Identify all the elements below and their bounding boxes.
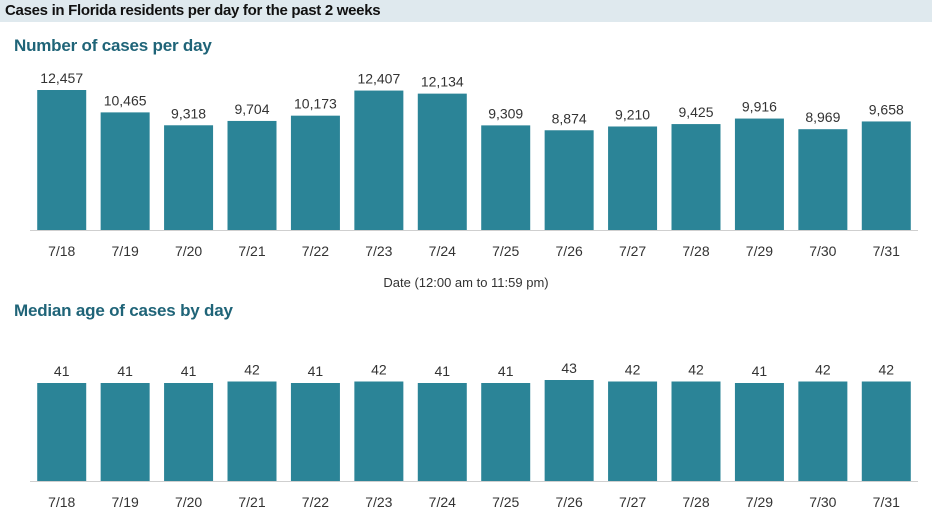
x-tick-label: 7/23	[365, 243, 392, 259]
x-tick-label: 7/20	[175, 494, 202, 510]
data-label: 41	[54, 363, 70, 379]
bar-7-28	[671, 124, 721, 230]
x-tick-label: 7/28	[682, 494, 709, 510]
x-tick-label: 7/25	[492, 243, 519, 259]
bar-7-22	[290, 115, 340, 230]
x-tick-label: 7/27	[619, 243, 646, 259]
x-tick-label: 7/18	[48, 494, 75, 510]
bar-7-18	[37, 383, 87, 481]
x-tick-label: 7/25	[492, 494, 519, 510]
x-tick-label: 7/18	[48, 243, 75, 259]
title-bar: Cases in Florida residents per day for t…	[0, 0, 932, 22]
data-label: 41	[752, 363, 768, 379]
data-label: 42	[878, 362, 894, 378]
bar-7-27	[608, 381, 658, 481]
data-label: 9,309	[488, 105, 523, 121]
x-tick-label: 7/21	[238, 494, 265, 510]
data-label: 10,465	[104, 92, 147, 108]
bar-7-24	[417, 383, 467, 481]
data-label: 41	[434, 363, 450, 379]
data-label: 9,704	[234, 101, 269, 117]
data-label: 12,457	[40, 70, 83, 86]
bar-7-25	[481, 383, 531, 481]
data-label: 9,916	[742, 99, 777, 115]
data-label: 42	[371, 362, 387, 378]
x-tick-label: 7/31	[873, 494, 900, 510]
bar-7-21	[227, 120, 277, 230]
data-label: 9,318	[171, 105, 206, 121]
x-tick-label: 7/28	[682, 243, 709, 259]
bar-7-29	[734, 383, 784, 481]
x-tick-label: 7/19	[112, 243, 139, 259]
data-label: 9,425	[678, 104, 713, 120]
data-label: 43	[561, 360, 577, 376]
x-tick-label: 7/29	[746, 494, 773, 510]
cases-per-day-chart: 12,457 7/18 10,465 7/19 9,318 7/20 9,704 7/21 10…	[30, 70, 918, 259]
x-tick-label: 7/27	[619, 494, 646, 510]
bar-7-29	[734, 118, 784, 230]
bar-7-20	[164, 125, 214, 230]
x-tick-label: 7/31	[873, 243, 900, 259]
data-label: 12,134	[421, 74, 464, 90]
data-label: 42	[688, 362, 704, 378]
bar-7-28	[671, 381, 721, 481]
x-tick-label: 7/30	[809, 243, 836, 259]
bar-7-19	[100, 112, 150, 230]
bar-7-27	[608, 126, 658, 230]
bar-7-20	[164, 383, 214, 481]
x-tick-label: 7/19	[112, 494, 139, 510]
bar-7-25	[481, 125, 531, 230]
data-label: 10,173	[294, 96, 337, 112]
data-label: 12,407	[357, 71, 400, 87]
bar-7-31	[861, 121, 911, 230]
x-tick-label: 7/21	[238, 243, 265, 259]
x-tick-label: 7/29	[746, 243, 773, 259]
data-label: 41	[308, 363, 324, 379]
x-tick-label: 7/22	[302, 243, 329, 259]
x-tick-label: 7/22	[302, 494, 329, 510]
data-label: 41	[117, 363, 133, 379]
age-chart-title: Median age of cases by day	[14, 301, 233, 320]
cases-x-axis-label: Date (12:00 am to 11:59 pm)	[383, 275, 549, 290]
bar-7-24	[417, 93, 467, 230]
data-label: 42	[815, 362, 831, 378]
data-label: 42	[625, 362, 641, 378]
x-tick-label: 7/20	[175, 243, 202, 259]
data-label: 41	[181, 363, 197, 379]
bar-7-22	[290, 383, 340, 481]
bar-7-23	[354, 381, 404, 481]
bar-7-23	[354, 90, 404, 230]
bar-7-19	[100, 383, 150, 481]
page-title: Cases in Florida residents per day for t…	[5, 2, 381, 19]
bar-7-26	[544, 130, 594, 230]
data-label: 9,658	[869, 101, 904, 117]
data-label: 42	[244, 362, 260, 378]
x-tick-label: 7/30	[809, 494, 836, 510]
bar-7-18	[37, 90, 87, 230]
data-label: 41	[498, 363, 514, 379]
cases-chart-title: Number of cases per day	[14, 36, 212, 55]
bar-7-26	[544, 380, 594, 481]
x-tick-label: 7/26	[556, 494, 583, 510]
bar-7-30	[798, 129, 848, 230]
bar-7-21	[227, 381, 277, 481]
data-label: 9,210	[615, 106, 650, 122]
data-label: 8,969	[805, 109, 840, 125]
x-tick-label: 7/26	[556, 243, 583, 259]
bar-7-30	[798, 381, 848, 481]
x-tick-label: 7/24	[429, 243, 456, 259]
bar-7-31	[861, 381, 911, 481]
x-tick-label: 7/24	[429, 494, 456, 510]
data-label: 8,874	[552, 110, 587, 126]
x-tick-label: 7/23	[365, 494, 392, 510]
